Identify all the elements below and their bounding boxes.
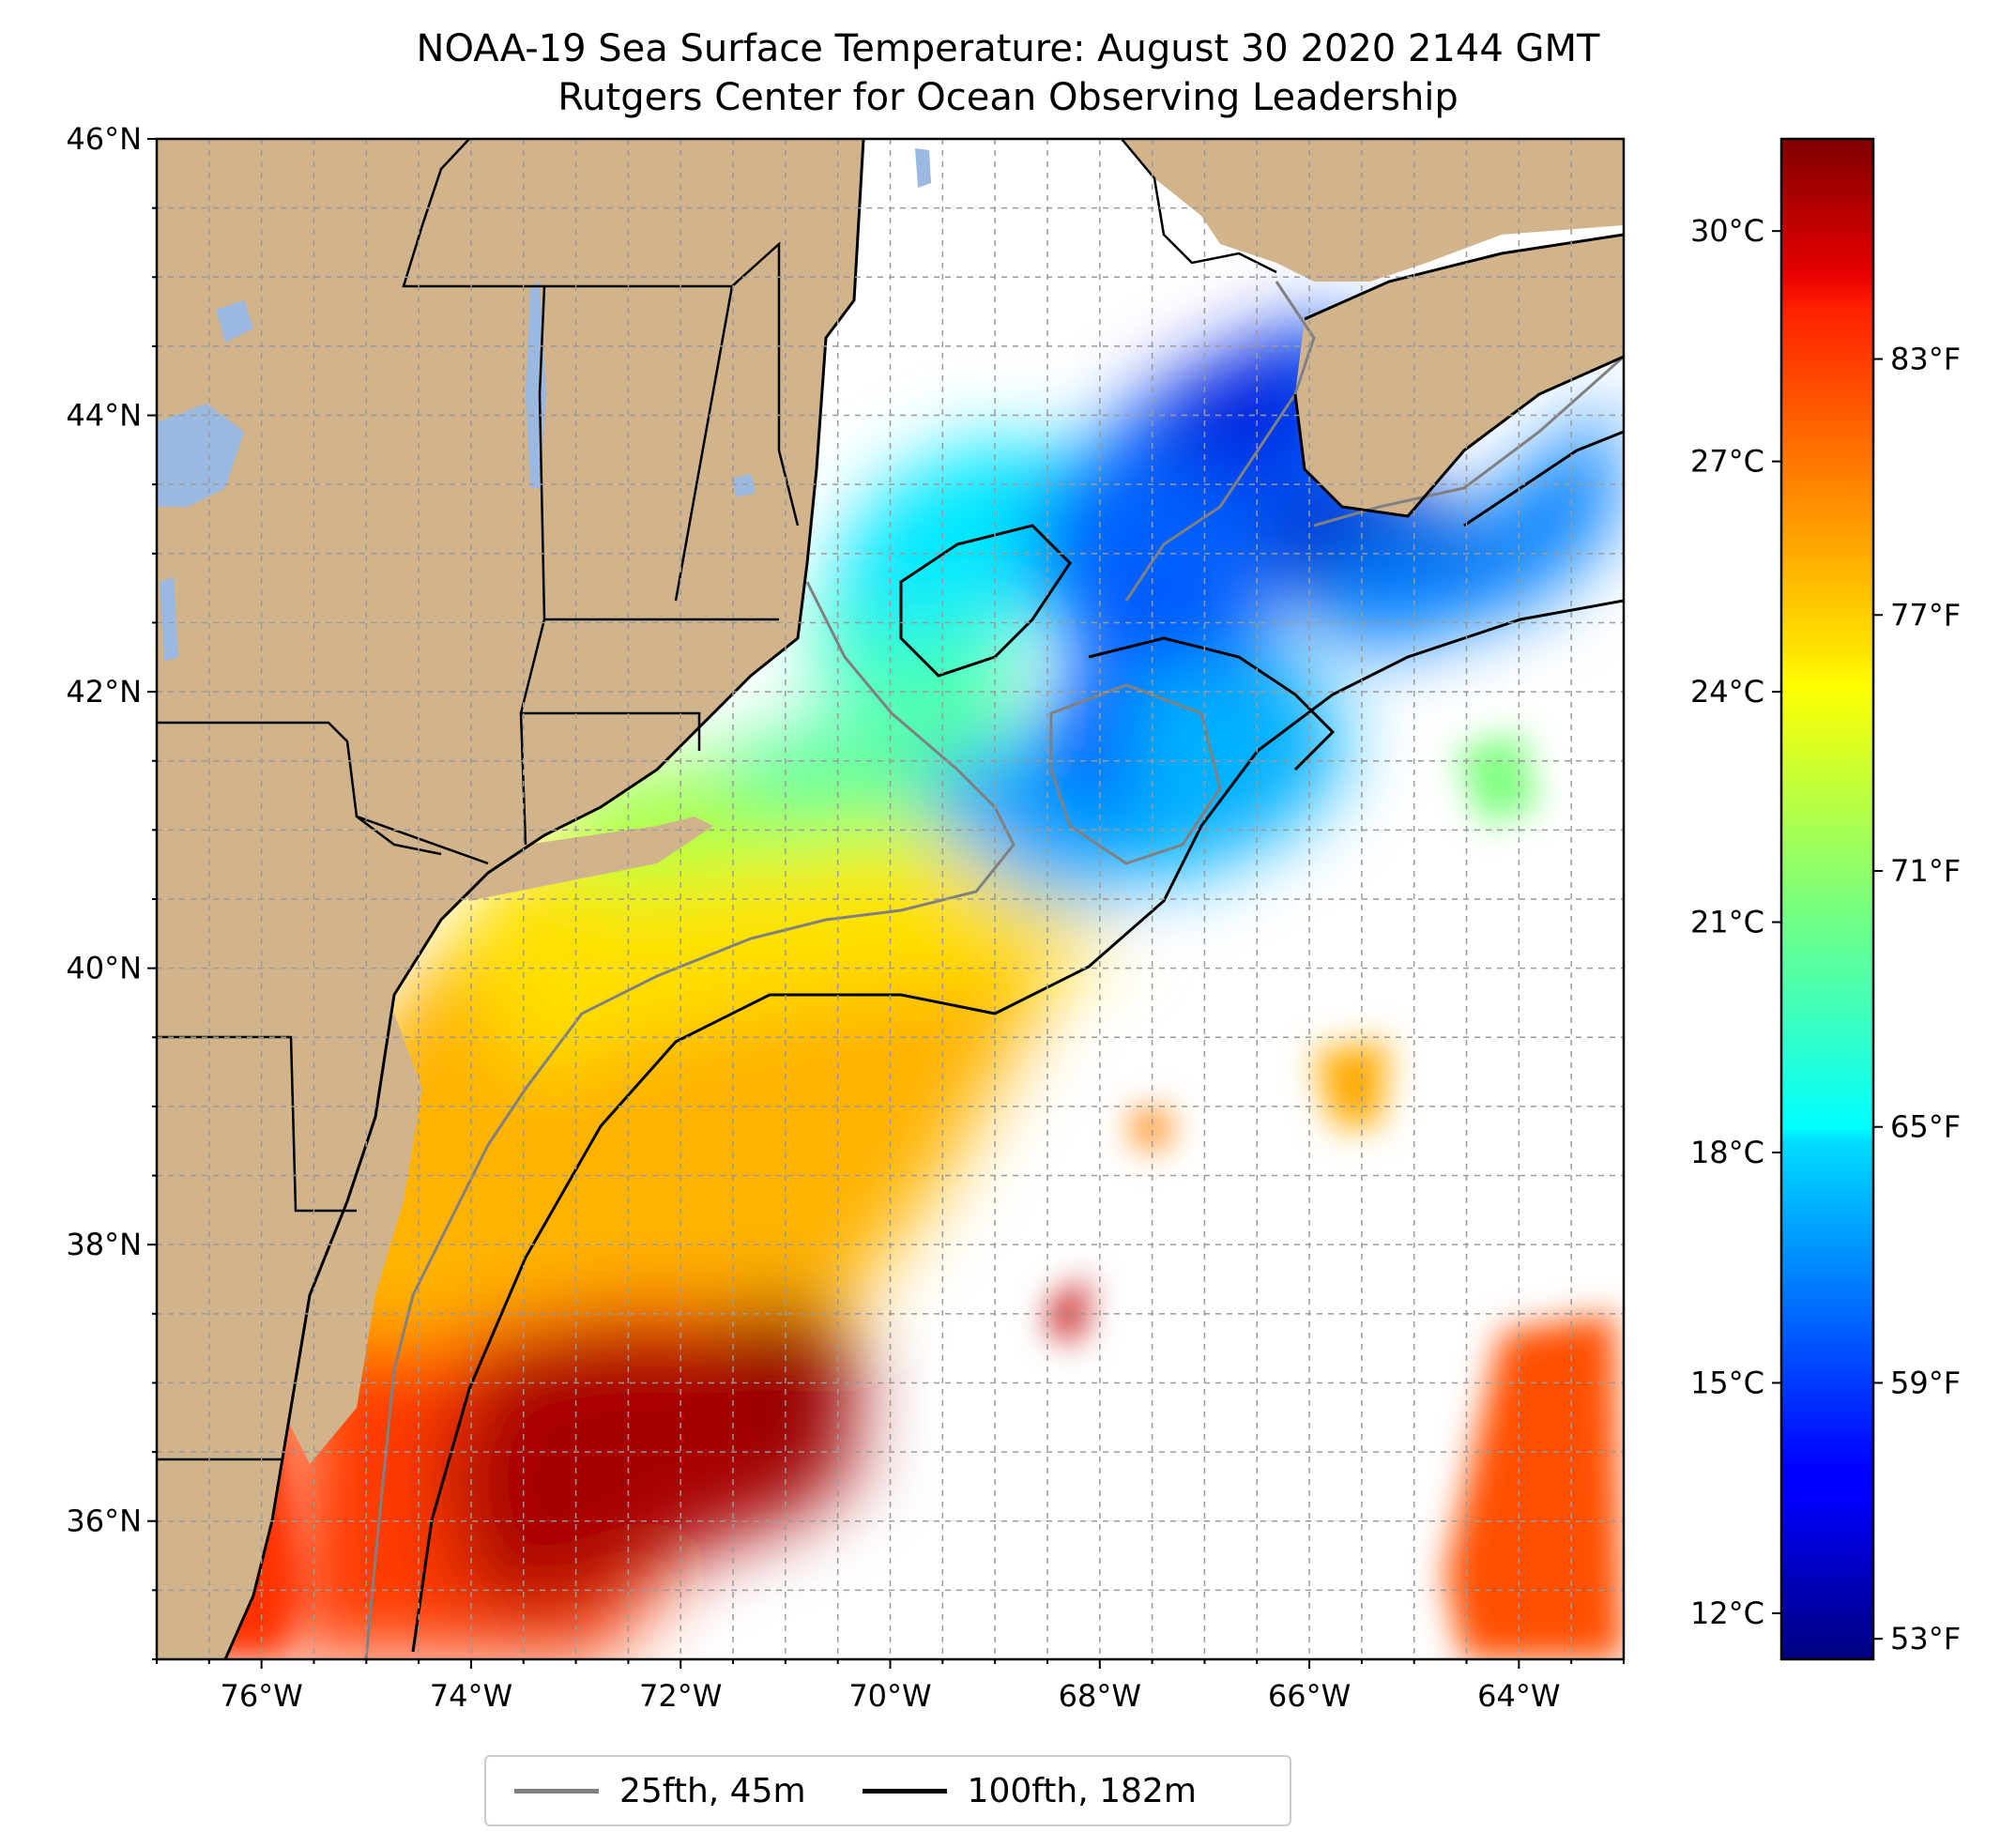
land [157, 139, 1624, 1659]
contour-100fth-basin [899, 524, 1072, 678]
colorbar-ticks: 30°C 27°C 24°C 21°C 18°C 15°C 12°C 83°F 77°F 71°F… [1690, 213, 1961, 1656]
x-tick-label: 70°W [848, 1678, 931, 1714]
x-tick-label: 64°W [1477, 1678, 1560, 1714]
celsius-tick-label: 24°C [1690, 674, 1764, 710]
legend-item-25fth: 25fth, 45m [514, 1772, 806, 1810]
celsius-tick-label: 30°C [1690, 213, 1764, 249]
coastline [223, 139, 1624, 1659]
y-tick-label: 42°N [66, 674, 142, 710]
graticule [157, 139, 1624, 1659]
y-tick-label: 38°N [66, 1227, 142, 1262]
celsius-tick-label: 15°C [1690, 1365, 1764, 1400]
legend-swatch-black [862, 1788, 947, 1794]
contour-25fth [364, 581, 1016, 1659]
colorbar [1779, 137, 1875, 1661]
chart-subtitle: Rutgers Center for Ocean Observing Leade… [557, 76, 1459, 119]
fahrenheit-tick-label: 59°F [1890, 1365, 1961, 1400]
axis-ticks: 76°W 74°W 72°W 70°W 68°W 66°W 64°W 46°N 44°N 42°N… [66, 121, 1625, 1714]
contour-100fth-scotian [1463, 430, 1624, 527]
celsius-tick-label: 27°C [1690, 444, 1764, 480]
x-tick-label: 74°W [430, 1678, 512, 1714]
x-tick-label: 68°W [1059, 1678, 1141, 1714]
legend-swatch-gray [514, 1788, 599, 1794]
x-tick-label: 76°W [220, 1678, 302, 1714]
chart-title: NOAA-19 Sea Surface Temperature: August … [416, 27, 1600, 70]
x-tick-label: 72°W [639, 1678, 722, 1714]
legend: 25fth, 45m 100fth, 182m [484, 1755, 1291, 1826]
map-panel [157, 139, 1624, 1659]
y-tick-label: 44°N [66, 398, 142, 434]
celsius-tick-label: 18°C [1690, 1135, 1764, 1170]
y-tick-label: 46°N [66, 121, 142, 157]
fahrenheit-tick-label: 77°F [1890, 597, 1961, 633]
contour-25fth-gulf [1124, 281, 1316, 602]
fahrenheit-tick-label: 53°F [1890, 1621, 1961, 1656]
legend-label-25fth: 25fth, 45m [619, 1771, 806, 1810]
celsius-tick-label: 12°C [1690, 1595, 1764, 1631]
contour-25fth-bank [1049, 683, 1222, 865]
legend-label-100fth: 100fth, 182m [967, 1771, 1197, 1810]
y-tick-label: 40°N [66, 951, 142, 986]
fahrenheit-tick-label: 65°F [1890, 1109, 1961, 1145]
legend-item-100fth: 100fth, 182m [862, 1771, 1197, 1810]
y-tick-label: 36°N [66, 1504, 142, 1539]
contour-25fth-scotian [1313, 355, 1624, 527]
bathymetry-contours [364, 281, 1624, 1659]
fahrenheit-tick-label: 71°F [1890, 853, 1961, 889]
celsius-tick-label: 21°C [1690, 905, 1764, 940]
political-borders [157, 139, 1277, 1461]
x-tick-label: 66°W [1268, 1678, 1351, 1714]
contour-100fth [411, 599, 1624, 1653]
fahrenheit-tick-label: 83°F [1890, 342, 1961, 377]
contour-100fth-channel [1088, 636, 1336, 771]
